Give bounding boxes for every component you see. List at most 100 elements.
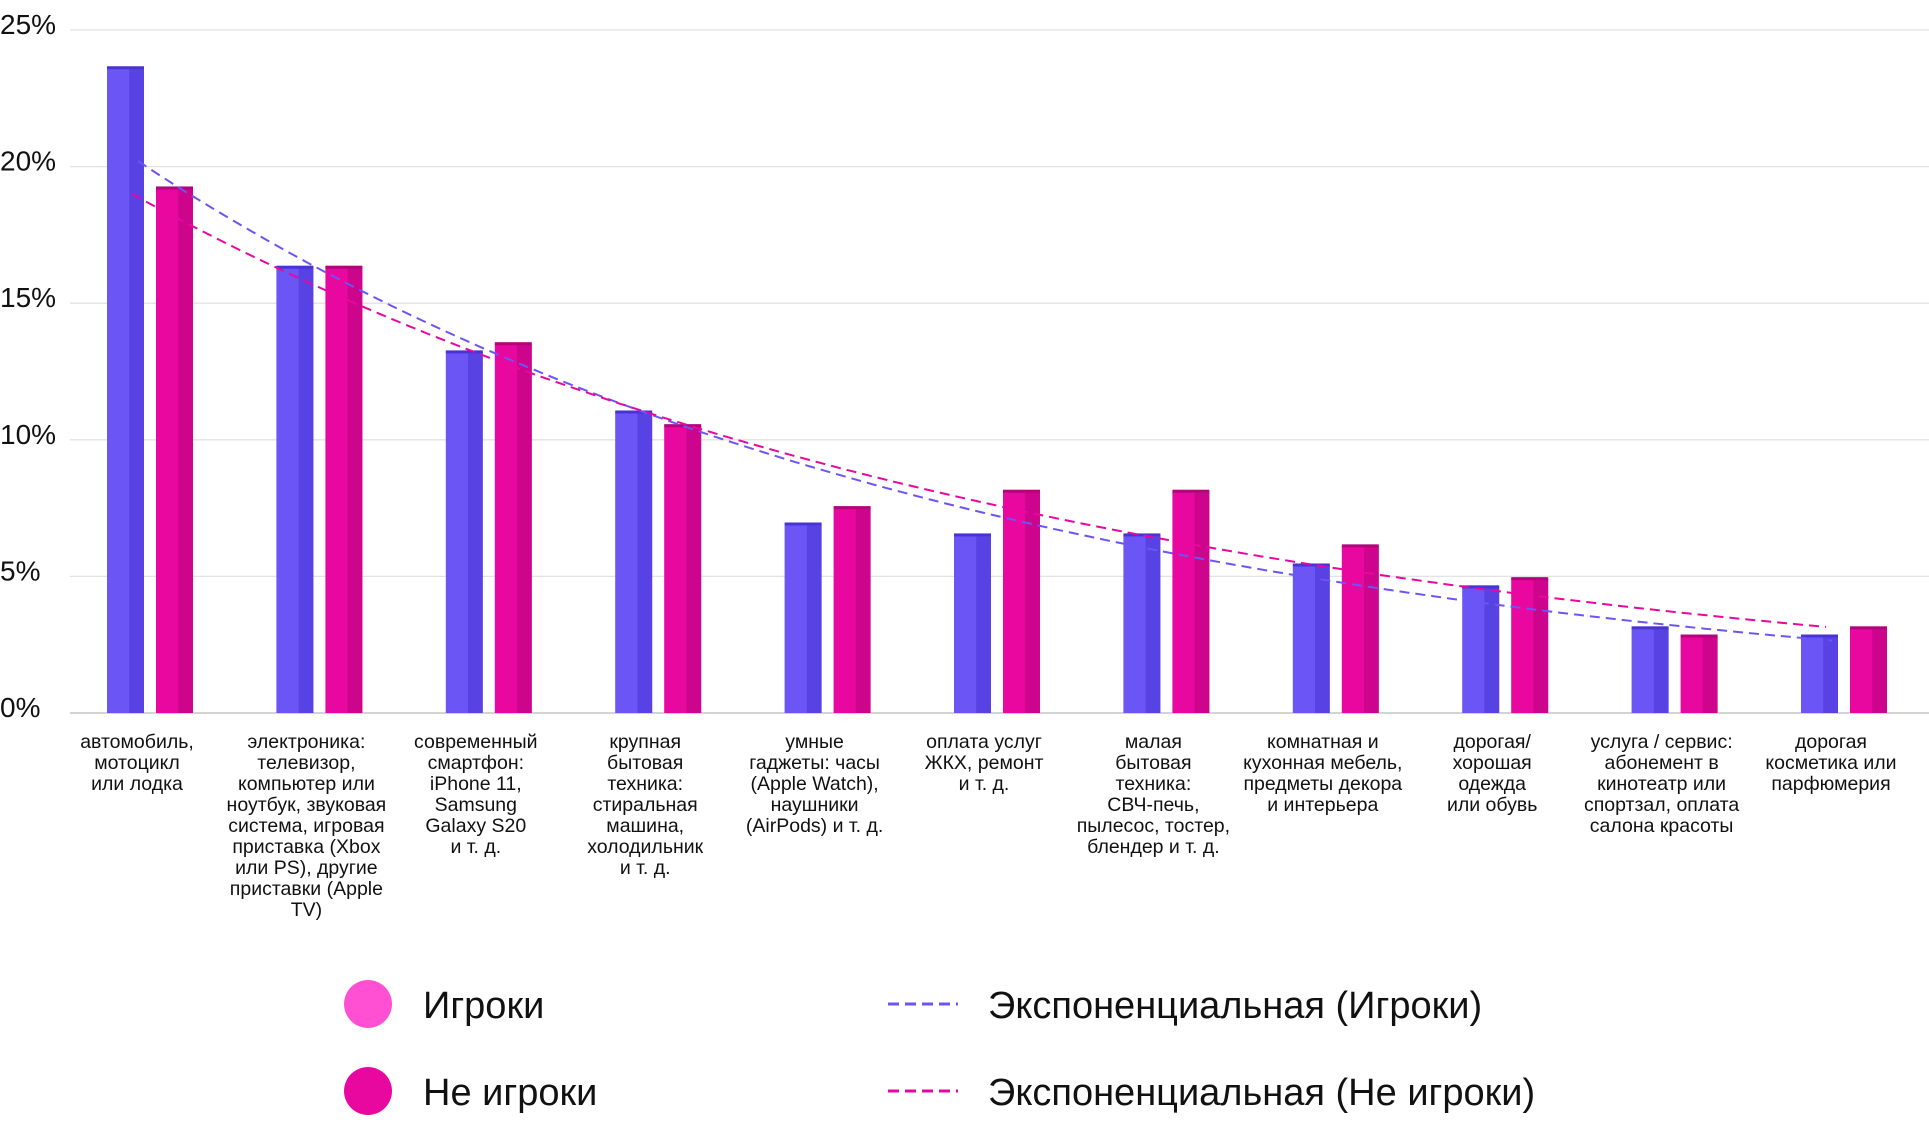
bar-side-shade: [1364, 546, 1379, 713]
x-category-label-line: TV): [291, 899, 322, 921]
bar-side-shade: [468, 352, 483, 713]
bar-players: [784, 522, 822, 713]
x-category-label-line: пылесос, тостер,: [1077, 815, 1230, 837]
x-category-label-line: бытовая: [607, 752, 683, 774]
bar-side-shade: [1484, 587, 1500, 713]
x-category-label-line: гаджеты: часы: [749, 752, 880, 774]
bar-side-shade: [1823, 636, 1838, 713]
x-category-label: комнатная и кухонная мебель, предметы деко…: [1243, 731, 1402, 816]
x-category-label-line: и т. д.: [620, 857, 671, 879]
bar-top-edge: [1341, 544, 1379, 548]
bar-top-edge: [1172, 489, 1210, 493]
x-category-label-line: приставка (Xbox: [232, 836, 380, 858]
x-category-label-line: дорогая: [1795, 731, 1867, 753]
bar-non-players: [1511, 577, 1549, 713]
x-category-label-line: комнатная и: [1267, 731, 1379, 753]
bar-non-players: [833, 506, 871, 713]
x-category-label-line: услуга / сервис:: [1591, 731, 1733, 753]
bar-players: [1123, 533, 1161, 713]
bar-top-edge: [156, 186, 193, 190]
x-category-label-line: косметика или: [1765, 752, 1896, 774]
bar-side-shade: [637, 412, 653, 713]
bar-side-shade: [1145, 535, 1161, 713]
bar-top-edge: [1462, 585, 1500, 589]
bar-top-edge: [954, 533, 991, 537]
x-category-label-line: современный: [414, 731, 538, 753]
x-category-label-line: компьютер или: [238, 773, 375, 795]
x-category-label: дорогая/хорошая одежда или обувь: [1447, 731, 1537, 816]
bar-side-shade: [1194, 491, 1210, 713]
x-category-label-line: (Apple Watch),: [750, 773, 878, 795]
gridlines: [70, 29, 1929, 714]
x-category-label: услуга / сервис: абонемент в кинотеатр или…: [1584, 731, 1739, 837]
trendlines: [131, 160, 1833, 642]
x-category-label-line: мотоцикл: [94, 752, 180, 774]
x-category-label: малая бытовая техника: СВЧ-печь, пылесос, то…: [1077, 731, 1230, 858]
x-category-label-line: или обувь: [1447, 794, 1537, 816]
bar-non-players: [1003, 489, 1040, 713]
x-category-label-line: приставки (Apple: [230, 878, 383, 900]
x-category-label: крупная бытовая техника: стиральная машина, х…: [587, 731, 703, 879]
y-tick-label: 20%: [0, 146, 56, 177]
bar-side-shade: [129, 68, 144, 714]
bar-side-shade: [855, 508, 871, 713]
bar-side-shade: [806, 524, 822, 713]
legend-label-non-players: Не игроки: [423, 1072, 597, 1114]
bar-top-edge: [784, 522, 822, 526]
bar-non-players: [1172, 489, 1210, 713]
x-category-label-line: система, игровая: [228, 815, 384, 837]
bar-players: [107, 66, 144, 714]
bar-players: [276, 265, 314, 713]
bar-players: [1462, 585, 1500, 713]
x-category-label-line: абонемент в: [1604, 752, 1718, 774]
legend-swatch-non-players: [344, 1067, 392, 1115]
x-category-label-line: парфюмерия: [1771, 773, 1890, 795]
x-category-label-line: (AirPods) и т. д.: [746, 815, 883, 837]
x-category-label-line: iPhone 11,: [430, 773, 522, 795]
x-category-label-line: автомобиль,: [80, 731, 194, 753]
bar-top-edge: [494, 342, 532, 346]
bar-non-players: [494, 342, 532, 713]
bar-side-shade: [1872, 628, 1887, 713]
legend-swatch-players: [344, 980, 392, 1028]
x-category-label-line: наушники: [771, 794, 859, 816]
x-category-label-line: машина,: [606, 815, 684, 837]
y-axis-ticks: 0% 5% 10% 15% 20% 25%: [0, 9, 56, 723]
x-category-label-line: предметы декора: [1243, 773, 1402, 795]
bar-side-shade: [347, 267, 363, 713]
legend-label-trend-non-players: Экспоненциальная (Не игроки): [988, 1072, 1535, 1114]
x-category-label: электроника: телевизор, компьютер или ноутб…: [227, 731, 387, 921]
x-category-label: автомобиль, мотоцикл или лодка: [80, 731, 194, 795]
bar-top-edge: [445, 350, 483, 354]
bar-side-shade: [1702, 636, 1718, 713]
x-category-label: современный смартфон: iPhone 11, Samsung Gal…: [414, 731, 538, 858]
x-category-label-line: техника:: [1116, 773, 1192, 795]
bar-top-edge: [1123, 533, 1161, 537]
bar-side-shade: [686, 426, 702, 713]
bar-top-edge: [1511, 577, 1549, 581]
x-category-label-line: салона красоты: [1590, 815, 1734, 837]
legend-label-trend-players: Экспоненциальная (Игроки): [988, 985, 1482, 1027]
x-axis-labels: автомобиль, мотоцикл или лодка электроника:…: [80, 731, 1896, 921]
y-tick-label: 0%: [0, 692, 40, 723]
bar-top-edge: [325, 265, 363, 269]
x-category-label-line: кинотеатр или: [1597, 773, 1726, 795]
bar-side-shade: [298, 267, 314, 713]
bars: [107, 66, 1887, 714]
x-category-label-line: оплата услуг: [926, 731, 1042, 753]
x-category-label-line: техника:: [607, 773, 683, 795]
legend-label-players: Игроки: [423, 985, 544, 1027]
x-category-label: умные гаджеты: часы (Apple Watch), наушники…: [746, 731, 883, 837]
bar-non-players: [325, 265, 363, 713]
x-category-label-line: одежда: [1458, 773, 1526, 795]
bar-top-edge: [664, 424, 702, 428]
bar-top-edge: [1801, 634, 1838, 638]
bar-players: [954, 533, 991, 713]
bar-top-edge: [107, 66, 144, 70]
legend: Игроки Не игроки Экспоненциальная (Игрок…: [344, 980, 1535, 1115]
x-category-label-line: блендер и т. д.: [1087, 836, 1219, 858]
x-category-label-line: крупная: [609, 731, 681, 753]
x-category-label-line: ЖКХ, ремонт: [925, 752, 1044, 774]
bar-non-players: [156, 186, 193, 713]
bar-top-edge: [1680, 634, 1718, 638]
